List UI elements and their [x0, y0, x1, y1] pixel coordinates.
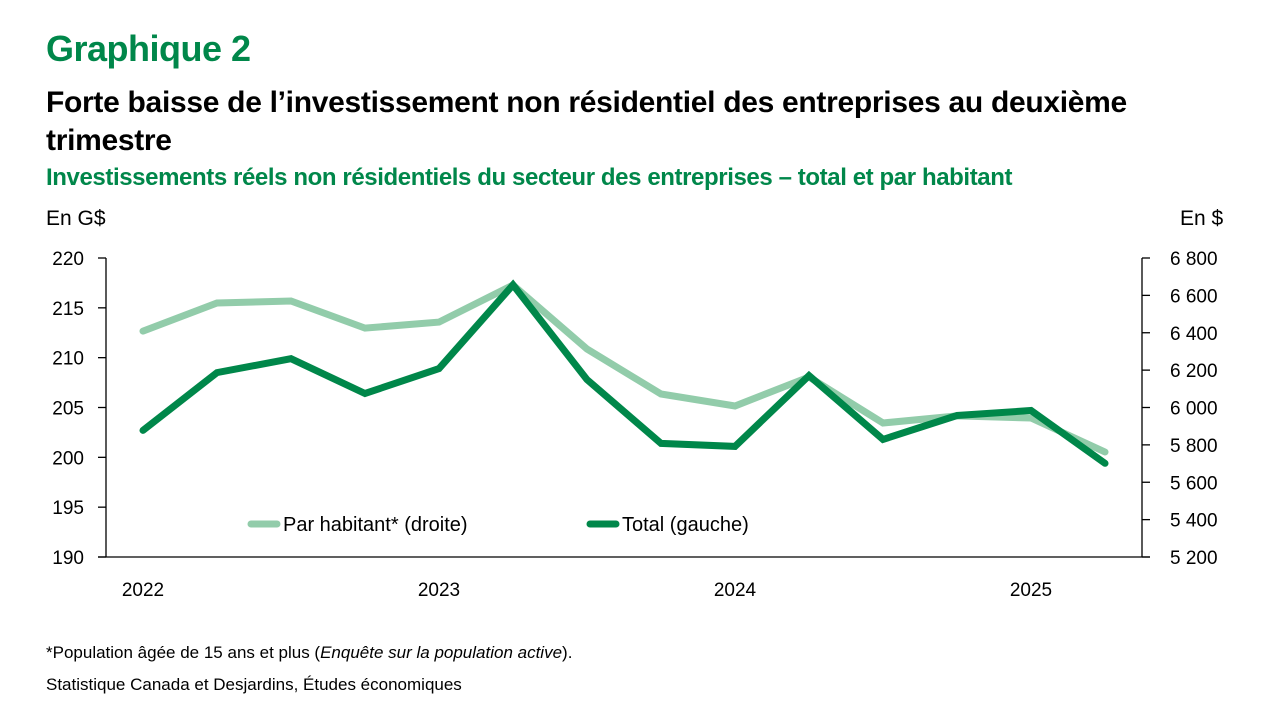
right-axis-tick-label: 6 800	[1170, 249, 1218, 270]
right-axis-tick-label: 6 400	[1170, 324, 1218, 345]
right-axis-tick-label: 6 200	[1170, 361, 1218, 382]
series-lines	[139, 279, 1109, 467]
legend-label-per-capita: Par habitant* (droite)	[283, 514, 468, 536]
footnote-survey: Enquête sur la population active	[320, 643, 563, 662]
legend-label-total: Total (gauche)	[622, 514, 749, 536]
right-axis-tick-label: 6 600	[1170, 286, 1218, 307]
left-axis-tick-label: 190	[52, 548, 84, 569]
series-line-per-capita	[139, 280, 1109, 456]
right-axis-tick-label: 6 000	[1170, 399, 1218, 420]
left-axis-tick-label: 215	[52, 299, 84, 320]
footnote: *Population âgée de 15 ans et plus (Enqu…	[46, 643, 572, 663]
axes: 190 195 200 205 210 215 220 5 200 5 400 5 600 5 80…	[52, 249, 1217, 601]
source-note: Statistique Canada et Desjardins, Études…	[46, 675, 462, 694]
right-axis-tick-label: 5 600	[1170, 473, 1218, 494]
legend: Par habitant* (droite) Total (gauche)	[247, 514, 749, 536]
right-axis-unit: En $	[1180, 207, 1224, 230]
x-axis-tick-label: 2024	[714, 580, 757, 601]
left-axis-unit: En G$	[46, 207, 106, 230]
series-line-total	[139, 279, 1109, 467]
left-axis-tick-label: 205	[52, 399, 84, 420]
chart-subtitle: Investissements réels non résidentiels d…	[46, 164, 1013, 191]
footnote-suffix: ).	[562, 643, 573, 662]
left-axis-tick-label: 200	[52, 448, 84, 469]
footnote-prefix: *Population âgée de 15 ans et plus (	[46, 643, 321, 662]
x-axis-tick-label: 2022	[122, 580, 164, 601]
right-axis-tick-label: 5 200	[1170, 548, 1218, 569]
left-axis-tick-label: 220	[52, 249, 84, 270]
right-axis-tick-label: 5 800	[1170, 436, 1218, 457]
left-axis-tick-label: 210	[52, 349, 84, 370]
x-axis-tick-label: 2025	[1010, 580, 1052, 601]
chart-number: Graphique 2	[46, 28, 251, 69]
right-axis-tick-label: 5 400	[1170, 511, 1218, 532]
left-axis-tick-label: 195	[52, 498, 84, 519]
chart-title: Forte baisse de l’investissement non rés…	[46, 86, 1127, 157]
x-axis-tick-label: 2023	[418, 580, 460, 601]
